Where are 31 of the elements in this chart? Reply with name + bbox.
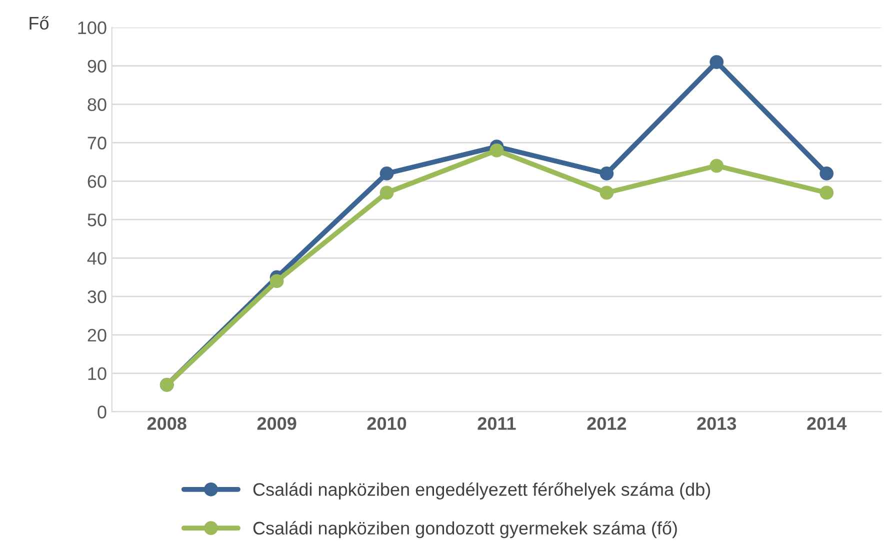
point	[380, 186, 394, 200]
point	[600, 166, 614, 180]
point	[380, 166, 394, 180]
legend-label: Családi napköziben engedélyezett férőhelyek száma (db)	[253, 482, 710, 500]
y-tick-label: 0	[98, 406, 106, 418]
x-tick-label: 2010	[367, 417, 406, 430]
y-tick-label: 100	[78, 21, 106, 34]
x-tick-label: 2014	[807, 417, 847, 430]
x-tick-label: 2009	[257, 417, 296, 430]
y-axis-title: Fő	[30, 16, 49, 30]
y-tick-label: 10	[88, 367, 106, 380]
point	[600, 186, 614, 200]
point	[270, 274, 284, 288]
y-tick-label: 40	[87, 252, 106, 265]
point	[820, 166, 834, 180]
x-tick-label: 2012	[587, 417, 626, 430]
y-tick-label: 50	[88, 214, 106, 226]
point	[490, 143, 504, 158]
x-tick-label: 2013	[697, 417, 736, 430]
point	[710, 55, 724, 69]
point	[710, 158, 724, 173]
y-tick-label: 90	[88, 60, 106, 73]
y-tick-label: 30	[88, 290, 106, 304]
x-tick-label: 2011	[478, 417, 516, 430]
y-tick-label: 60	[88, 175, 106, 188]
x-tick-label: 2008	[147, 417, 186, 430]
y-tick-label: 70	[88, 136, 106, 150]
y-tick-label: 20	[88, 328, 106, 342]
legend-label: Családi napköziben gondozott gyermekek száma (fő)	[253, 521, 677, 538]
point	[820, 186, 834, 200]
y-tick-label: 80	[88, 98, 106, 112]
